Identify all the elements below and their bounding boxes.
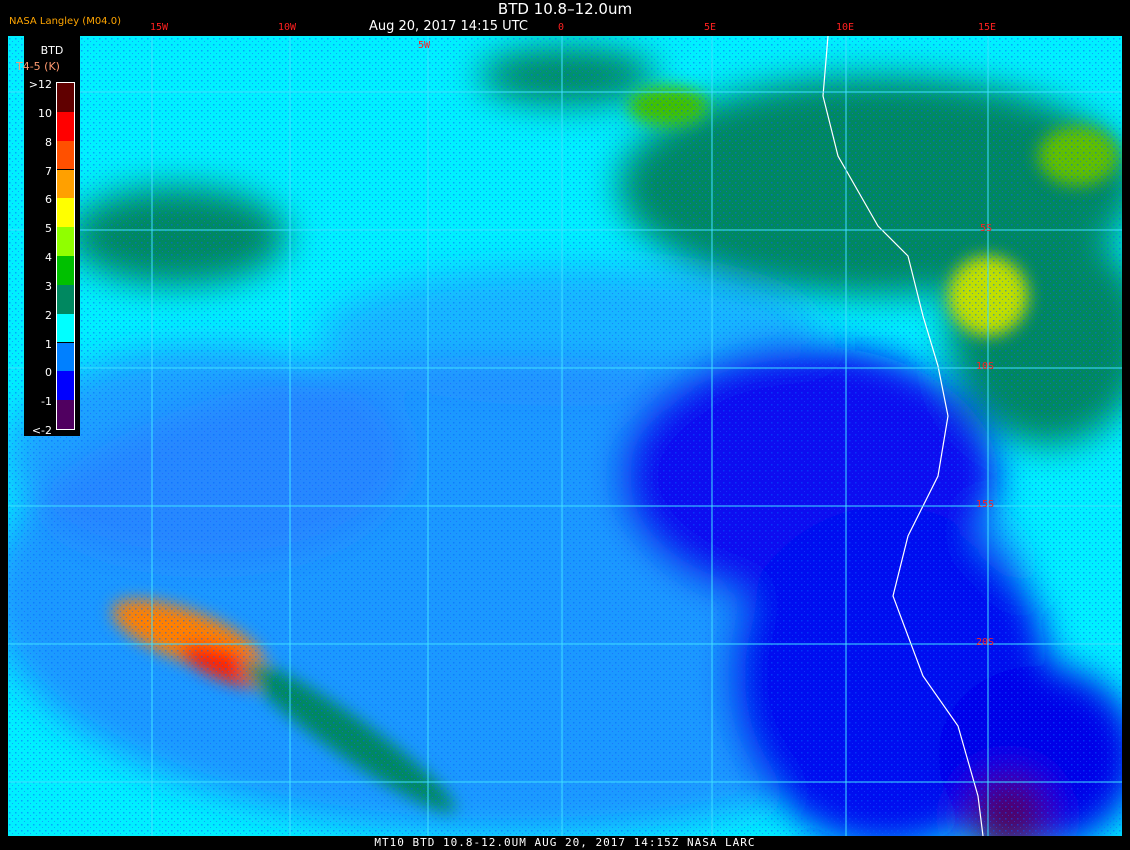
color-bar: [56, 82, 75, 430]
legend-label: 5: [45, 222, 52, 236]
legend-swatch: [57, 140, 74, 170]
lat-label: 15S: [976, 499, 995, 510]
lon-label: 15W: [150, 22, 169, 33]
legend-swatch: [57, 169, 74, 199]
coastline: [822, 36, 984, 836]
btd-imagery: [8, 36, 1122, 836]
legend-label: 6: [45, 193, 52, 207]
legend-swatch: [57, 111, 74, 141]
legend-label: -1: [41, 395, 52, 409]
legend-swatch: [57, 371, 74, 401]
legend-label: 0: [45, 366, 52, 380]
legend-swatch: [57, 227, 74, 256]
lat-label: 10S: [976, 361, 995, 372]
satellite-map: [8, 36, 1122, 836]
legend-swatch: [57, 342, 74, 372]
legend-swatch: [57, 256, 74, 285]
legend-swatch: [57, 313, 74, 343]
lon-label: 0: [558, 22, 565, 33]
legend-label: 7: [45, 164, 52, 178]
legend-label: 2: [45, 308, 52, 322]
legend-label: >12: [28, 78, 52, 91]
lon-label: 10W: [278, 22, 297, 33]
graticule: [8, 36, 1122, 836]
timestamp: Aug 20, 2017 14:15 UTC: [369, 19, 528, 34]
footer-caption: MT10 BTD 10.8-12.0UM AUG 20, 2017 14:15Z…: [374, 836, 756, 849]
credit-label: NASA Langley (M04.0): [9, 16, 121, 27]
legend-swatch: [57, 400, 74, 429]
legend-label: 8: [45, 135, 52, 149]
legend-label: 4: [45, 251, 52, 264]
legend-swatch: [57, 198, 74, 228]
lat-label: 20S: [976, 637, 995, 648]
legend-swatch: [57, 284, 74, 314]
legend-title: BTD: [40, 44, 64, 57]
lon-label: 5W: [418, 40, 431, 51]
color-legend: BTD T4-5 (K) >12 10 8 7 6 5 4 3 2 1 0 -1 <-2: [16, 36, 80, 437]
lat-label: 5S: [980, 223, 993, 234]
legend-label: 10: [38, 106, 52, 120]
legend-label: 1: [45, 337, 52, 351]
legend-label: <-2: [31, 424, 52, 437]
legend-unit: T4-5 (K): [16, 60, 60, 73]
legend-label: 3: [45, 279, 52, 293]
lon-label: 15E: [978, 22, 997, 33]
lon-label: 5E: [704, 22, 717, 33]
product-title: BTD 10.8–12.0um: [497, 0, 633, 18]
lon-label: 10E: [836, 22, 855, 33]
legend-swatch: [57, 83, 74, 112]
